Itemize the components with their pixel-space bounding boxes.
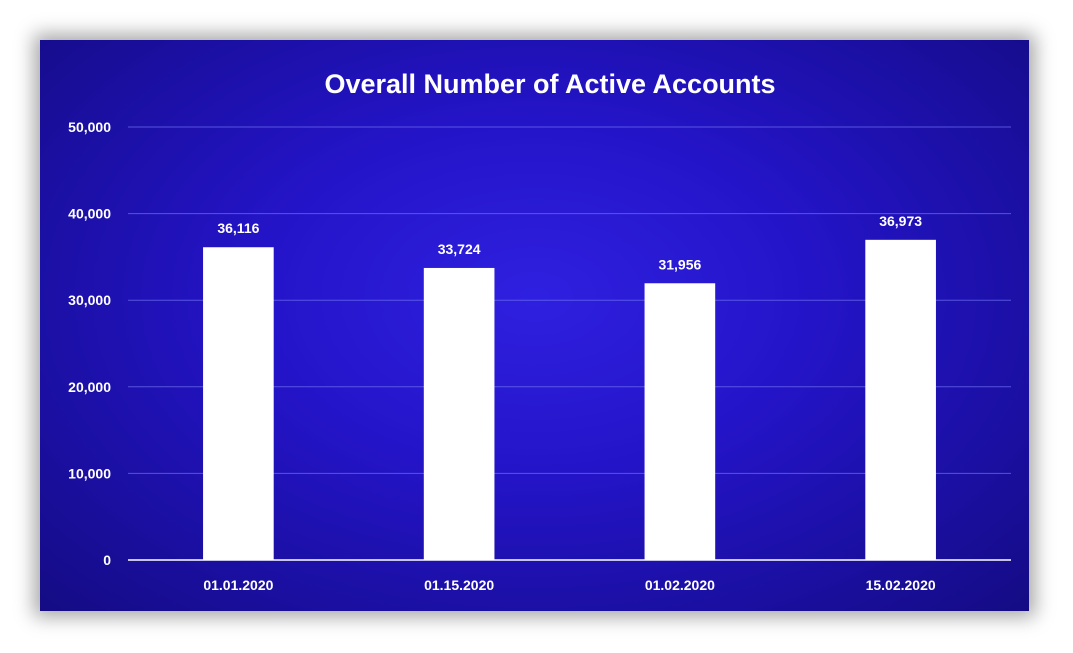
- x-tick-label: 01.02.2020: [645, 577, 715, 593]
- x-tick-label: 01.01.2020: [203, 577, 273, 593]
- bar: [423, 267, 495, 560]
- x-tick-label: 01.15.2020: [424, 577, 494, 593]
- y-tick-label: 30,000: [68, 292, 111, 308]
- y-tick-label: 50,000: [68, 119, 111, 135]
- bar-chart: Overall Number of Active Accounts 0 10,00…: [68, 69, 1011, 593]
- chart-frame: Overall Number of Active Accounts 0 10,00…: [40, 40, 1029, 611]
- data-labels: 36,116 33,724 31,956 36,973: [217, 213, 922, 272]
- data-label: 36,973: [879, 213, 922, 229]
- bar: [203, 247, 274, 560]
- bar: [644, 283, 716, 560]
- gridlines: [128, 126, 1011, 474]
- x-tick-label: 15.02.2020: [866, 577, 936, 593]
- data-label: 36,116: [217, 220, 259, 236]
- bar: [865, 239, 936, 560]
- data-label: 31,956: [658, 256, 701, 272]
- x-axis-labels: 01.01.2020 01.15.2020 01.02.2020 15.02.2020: [203, 577, 936, 593]
- data-label: 33,724: [438, 241, 481, 257]
- chart-title: Overall Number of Active Accounts: [324, 69, 775, 99]
- bars: [203, 239, 936, 560]
- y-tick-label: 20,000: [68, 379, 111, 395]
- y-tick-label: 0: [103, 552, 111, 568]
- y-axis-ticks: 0 10,000 20,000 30,000 40,000 50,000: [68, 119, 111, 568]
- y-tick-label: 10,000: [68, 465, 111, 481]
- y-tick-label: 40,000: [68, 206, 111, 222]
